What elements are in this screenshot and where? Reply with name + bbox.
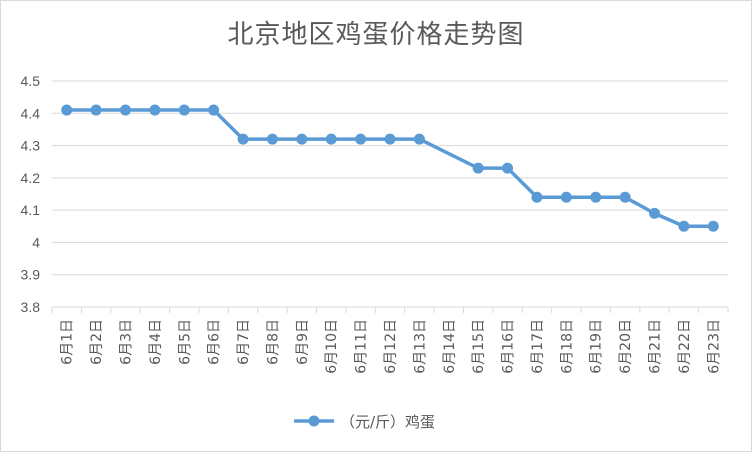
data-point (266, 133, 278, 145)
x-tick-label: 6月11日 (354, 319, 370, 374)
data-point (619, 191, 631, 203)
y-tick-label: 4.1 (21, 202, 41, 218)
x-tick-label: 6月5日 (177, 319, 193, 365)
x-tick-label: 6月9日 (295, 319, 311, 365)
data-point (149, 104, 161, 116)
y-tick-label: 4.5 (21, 73, 41, 89)
y-tick-label: 4.2 (21, 170, 41, 186)
y-axis-ticks: 3.8 3.9 4 4.1 4.2 4.3 4.4 4.5 (21, 73, 41, 315)
x-tick-label: 6月14日 (442, 319, 458, 374)
data-point (502, 162, 514, 174)
data-point (237, 133, 249, 145)
data-point (90, 104, 102, 116)
data-point (678, 220, 690, 232)
data-point (531, 191, 543, 203)
x-tick-label: 6月12日 (383, 319, 399, 374)
legend-label: （元/斤）鸡蛋 (340, 413, 435, 431)
data-point (208, 104, 220, 116)
x-tick-label: 6月23日 (706, 319, 722, 374)
x-tick-label: 6月20日 (618, 319, 634, 374)
x-tick-label: 6月16日 (501, 319, 517, 374)
y-tick-label: 4 (32, 234, 40, 250)
x-tick-label: 6月6日 (207, 319, 223, 365)
x-tick-label: 6月19日 (589, 319, 605, 374)
series-layer (61, 104, 719, 232)
x-tick-label: 6月8日 (265, 319, 281, 365)
x-tick-label: 6月4日 (148, 319, 164, 365)
data-point (707, 220, 719, 232)
x-tick-label: 6月2日 (89, 319, 105, 365)
x-tick-label: 6月1日 (60, 319, 76, 365)
x-tick-label: 6月21日 (648, 319, 664, 374)
x-tick-label: 6月7日 (236, 319, 252, 365)
y-tick-label: 3.8 (21, 299, 41, 315)
data-point (355, 133, 367, 145)
x-tick-label: 6月13日 (412, 319, 428, 374)
y-tick-label: 4.3 (21, 138, 41, 154)
data-point (590, 191, 602, 203)
gridlines (51, 80, 729, 313)
data-point (178, 104, 190, 116)
data-point (649, 207, 661, 219)
data-point (296, 133, 308, 145)
data-point (560, 191, 572, 203)
x-tick-label: 6月3日 (118, 319, 134, 365)
x-tick-label: 6月22日 (677, 319, 693, 374)
legend: （元/斤）鸡蛋 (294, 413, 435, 431)
y-tick-label: 3.9 (21, 267, 41, 283)
legend-marker (308, 415, 320, 427)
chart-title: 北京地区鸡蛋价格走势图 (227, 20, 525, 50)
data-point (61, 104, 73, 116)
x-tick-label: 6月10日 (324, 319, 340, 374)
y-tick-label: 4.4 (21, 105, 41, 121)
data-point (325, 133, 337, 145)
x-tick-label: 6月18日 (559, 319, 575, 374)
x-tick-label: 6月15日 (471, 319, 487, 374)
x-tick-label: 6月17日 (530, 319, 546, 374)
x-axis-ticks: 6月1日 6月2日 6月3日 6月4日 6月5日 6月6日 6月7日 6月8日 6月9日 6月10… (60, 319, 723, 374)
data-point (384, 133, 396, 145)
series-line (66, 108, 714, 229)
data-point (119, 104, 131, 116)
data-point (413, 133, 425, 145)
data-point (472, 162, 484, 174)
